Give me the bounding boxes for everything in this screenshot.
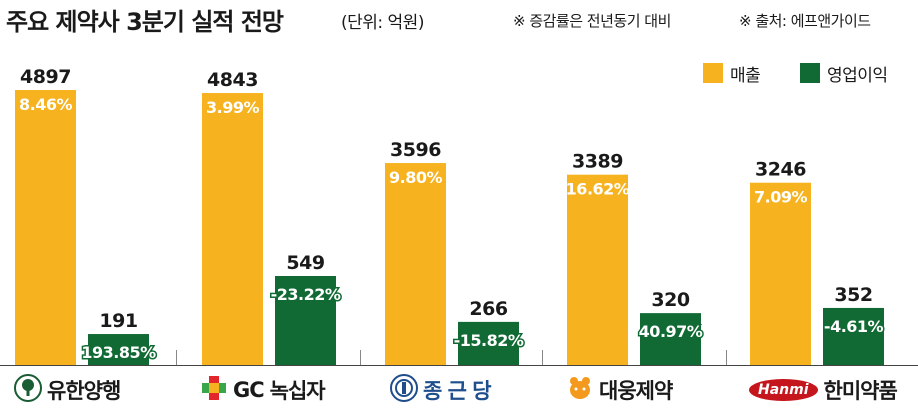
operating-profit-change-label-4: 40.97% [639, 322, 703, 341]
operating-profit-value-label-2: 549 [286, 252, 324, 274]
revenue-value-label-2: 4843 [207, 69, 258, 91]
legend-revenue-label: 매출 [730, 65, 761, 86]
operating-profit-change-label-1: 193.85% [81, 343, 156, 362]
company-name-gc: 녹십자 [269, 379, 326, 403]
revenue-change-label-4: 16.62% [566, 180, 630, 199]
legend-revenue-swatch [703, 63, 723, 83]
revenue-value-label-1: 4897 [20, 66, 71, 88]
operating-profit-bar-5 [823, 307, 884, 365]
revenue-change-label-3: 9.80% [389, 168, 442, 187]
operating-profit-value-label-1: 191 [99, 310, 137, 332]
operating-profit-bar-2 [275, 276, 336, 365]
company-chongkundang: 종 근 당 [390, 370, 492, 410]
company-name-chongkundang: 종 근 당 [423, 379, 492, 403]
operating-profit-change-label-5: -4.61% [824, 317, 884, 336]
operating-profit-bar-3 [458, 321, 519, 365]
cross-icon [200, 374, 228, 406]
source-note: ※ 출처: 에프앤가이드 [739, 12, 871, 30]
legend-operating-profit: 영업이익 [800, 62, 888, 86]
chart-title: 주요 제약사 3분기 실적 전망 [6, 8, 284, 36]
operating-profit-value-label-4: 320 [651, 289, 689, 311]
revenue-value-label-4: 3389 [572, 151, 623, 173]
revenue-bar-2 [202, 93, 263, 365]
change-note: ※ 증감률은 전년동기 대비 [513, 12, 671, 30]
company-hanmi: Hanmi 한미약품 [749, 370, 898, 410]
operating-profit-change-label-3: -15.82% [454, 331, 524, 350]
hanmi-logo-badge: Hanmi [749, 379, 818, 401]
revenue-bar-5 [750, 182, 811, 365]
operating-profit-change-label-2: -23.22% [271, 285, 341, 304]
unit-label: (단위: 억원) [341, 13, 424, 33]
revenue-bar-4 [567, 174, 628, 365]
company-name-yuhan: 유한양행 [47, 379, 121, 403]
legend-operating-profit-label: 영업이익 [827, 65, 888, 86]
company-prefix-gc: GC [233, 378, 265, 402]
revenue-change-label-5: 7.09% [754, 188, 807, 207]
revenue-change-label-2: 3.99% [206, 98, 259, 117]
bell-emblem-icon [390, 374, 418, 406]
operating-profit-bar-4 [640, 313, 701, 365]
company-name-hanmi: 한미약품 [823, 379, 898, 403]
revenue-change-label-1: 8.46% [19, 95, 72, 114]
company-gc: GC 녹십자 [200, 370, 326, 410]
revenue-bar-3 [385, 163, 446, 365]
company-daewoong: 대웅제약 [566, 370, 673, 410]
tree-emblem-icon [14, 374, 42, 406]
revenue-value-label-5: 3246 [755, 159, 806, 181]
operating-profit-value-label-3: 266 [469, 298, 507, 320]
bear-icon [566, 374, 594, 406]
revenue-value-label-3: 3596 [390, 139, 441, 161]
legend-operating-profit-swatch [800, 63, 820, 83]
operating-profit-bar-1 [88, 334, 149, 365]
legend-revenue: 매출 [703, 62, 761, 86]
operating-profit-value-label-5: 352 [834, 284, 872, 306]
company-name-daewoong: 대웅제약 [599, 379, 673, 403]
revenue-bar-1 [15, 90, 76, 365]
company-yuhan: 유한양행 [14, 370, 121, 410]
